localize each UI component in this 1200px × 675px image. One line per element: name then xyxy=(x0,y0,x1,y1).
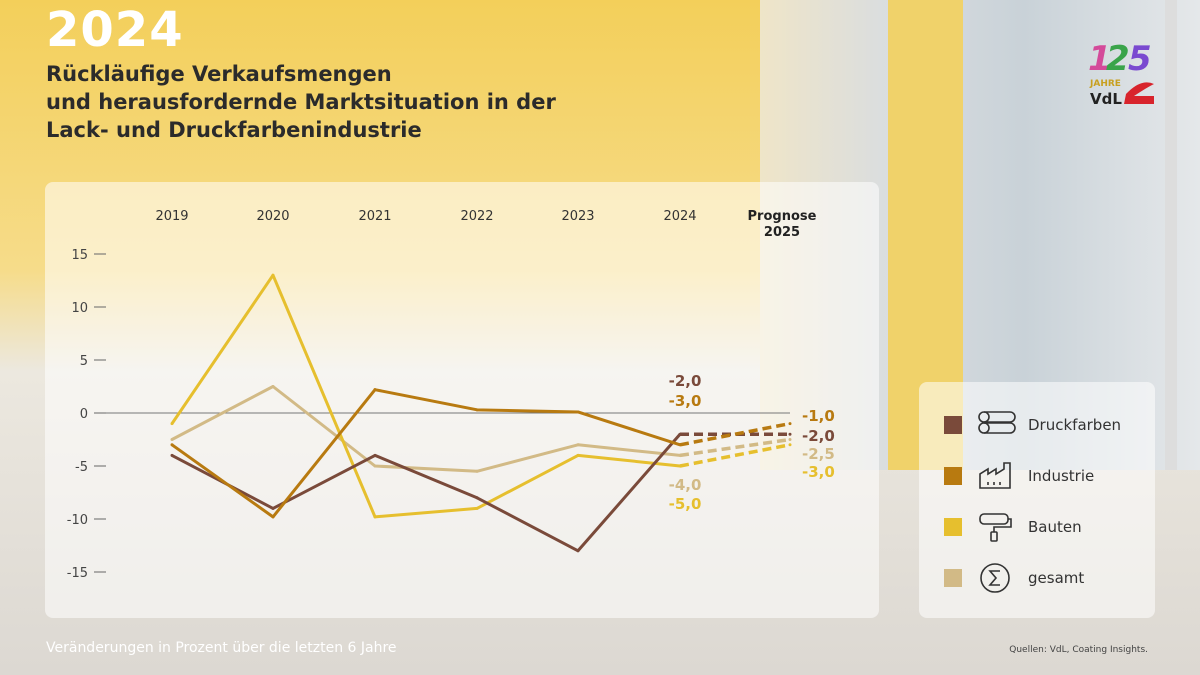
legend-swatch xyxy=(944,416,962,434)
legend-item-industrie: Industrie xyxy=(944,460,1094,492)
legend-label: Bauten xyxy=(1028,518,1082,536)
legend-item-bauten: Bauten xyxy=(944,511,1082,543)
x-tick-label: 2023 xyxy=(561,209,594,224)
y-tick-label: -10 xyxy=(67,513,88,528)
x-tick-label: Prognose xyxy=(748,209,817,224)
data-label-2024: -5,0 xyxy=(669,495,702,513)
data-point xyxy=(373,388,377,392)
y-tick-label: -5 xyxy=(75,460,88,475)
legend-label: Druckfarben xyxy=(1028,416,1122,434)
x-tick-label: 2025 xyxy=(764,225,800,240)
footnote: Veränderungen in Prozent über die letzte… xyxy=(46,640,397,656)
data-label-2024: -2,0 xyxy=(669,372,702,390)
data-label-2025: -2,0 xyxy=(802,427,835,445)
data-point xyxy=(788,422,792,426)
data-point xyxy=(475,506,479,510)
series-line-gesamt xyxy=(171,385,681,473)
data-label-2024: -3,0 xyxy=(669,392,702,410)
vdl-125-logo: 1 2 5 JAHRE VdL xyxy=(1088,39,1154,108)
data-point xyxy=(170,438,174,441)
data-point xyxy=(373,453,377,457)
x-tick-label: 2024 xyxy=(663,209,696,224)
sigma-icon xyxy=(980,563,1010,593)
data-point xyxy=(678,453,682,457)
data-point xyxy=(576,410,580,414)
background-frame xyxy=(1165,0,1177,470)
series-line-bauten xyxy=(170,273,681,519)
legend-label: gesamt xyxy=(1028,569,1085,587)
paint-roller-icon xyxy=(979,513,1012,542)
forecast-line-industrie xyxy=(679,421,791,447)
legend-item-gesamt: gesamt xyxy=(944,562,1084,594)
data-point xyxy=(170,453,174,457)
data-label-2024: -4,0 xyxy=(669,476,702,494)
y-tick-label: 5 xyxy=(80,354,88,369)
data-point xyxy=(788,443,792,447)
y-tick-label: -15 xyxy=(67,566,88,581)
title-line: Rückläufige Verkaufsmengen xyxy=(46,62,392,86)
series-line-industrie xyxy=(171,388,681,519)
legend-item-druckfarben: Druckfarben xyxy=(944,409,1121,441)
data-point xyxy=(678,432,682,436)
y-tick-label: 10 xyxy=(71,301,88,316)
x-tick-label: 2021 xyxy=(358,209,391,224)
data-point xyxy=(373,515,377,519)
svg-text:2: 2 xyxy=(1106,39,1130,79)
svg-text:5: 5 xyxy=(1128,39,1152,79)
data-point xyxy=(170,422,174,426)
data-point xyxy=(475,469,479,473)
chart-panel xyxy=(45,182,879,618)
legend-swatch xyxy=(944,569,962,587)
legend-label: Industrie xyxy=(1028,467,1095,485)
data-point xyxy=(271,506,275,510)
factory-icon xyxy=(979,462,1011,489)
svg-text:1: 1 xyxy=(1088,39,1112,79)
svg-text:VdL: VdL xyxy=(1090,90,1122,108)
legend-swatch xyxy=(944,518,962,536)
x-tick-label: 2020 xyxy=(256,209,289,224)
y-tick-label: 0 xyxy=(80,407,88,422)
forecast-line-bauten xyxy=(679,443,791,468)
svg-text:JAHRE: JAHRE xyxy=(1089,79,1121,89)
data-point xyxy=(475,496,479,500)
page-title: Rückläufige Verkaufsmengen und herausfor… xyxy=(46,60,556,144)
x-tick-label: 2022 xyxy=(460,209,493,224)
data-point xyxy=(271,515,275,519)
data-label-2025: -3,0 xyxy=(802,463,835,481)
y-tick-label: 15 xyxy=(71,248,88,263)
forecast-line-gesamt xyxy=(679,437,791,458)
page-year: 2024 xyxy=(46,2,184,58)
data-label-2025: -1,0 xyxy=(802,407,835,425)
data-point xyxy=(788,438,792,441)
x-tick-label: 2019 xyxy=(155,209,188,224)
data-point xyxy=(576,549,580,553)
source-note: Quellen: VdL, Coating Insights. xyxy=(1009,645,1148,655)
printing-rollers-icon xyxy=(978,411,1016,434)
data-point xyxy=(678,443,682,447)
data-point xyxy=(373,464,377,468)
data-point xyxy=(576,453,580,457)
series-line-druckfarben xyxy=(171,433,682,553)
data-point xyxy=(678,464,682,468)
data-point xyxy=(475,408,479,412)
title-line: Lack- und Druckfarbenindustrie xyxy=(46,118,422,142)
data-point xyxy=(170,443,174,447)
data-label-2025: -2,5 xyxy=(802,445,835,463)
data-point xyxy=(788,432,792,436)
title-line: und herausfordernde Marktsituation in de… xyxy=(46,90,556,114)
data-point xyxy=(271,273,275,277)
data-point xyxy=(576,443,580,447)
legend-swatch xyxy=(944,467,962,485)
data-point xyxy=(271,385,275,388)
